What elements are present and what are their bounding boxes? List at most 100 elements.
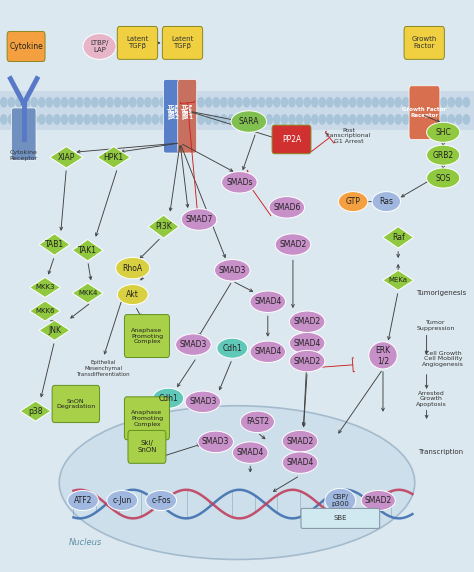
Circle shape (274, 115, 280, 124)
Ellipse shape (67, 490, 99, 510)
Ellipse shape (289, 350, 325, 372)
Polygon shape (20, 401, 51, 421)
Circle shape (289, 98, 295, 107)
Circle shape (296, 98, 302, 107)
Circle shape (357, 98, 363, 107)
Circle shape (198, 115, 204, 124)
Text: CBP/
p300: CBP/ p300 (331, 494, 349, 507)
Text: p38: p38 (28, 407, 43, 416)
Circle shape (69, 98, 75, 107)
Circle shape (236, 115, 242, 124)
Circle shape (402, 98, 409, 107)
Circle shape (130, 98, 136, 107)
Text: c-Jun: c-Jun (113, 496, 132, 505)
Circle shape (175, 98, 181, 107)
Circle shape (160, 115, 166, 124)
FancyBboxPatch shape (409, 86, 440, 140)
Circle shape (38, 98, 45, 107)
Circle shape (380, 115, 386, 124)
Polygon shape (383, 227, 413, 248)
Circle shape (410, 98, 416, 107)
Circle shape (160, 98, 166, 107)
Circle shape (433, 115, 439, 124)
Ellipse shape (427, 145, 460, 165)
Circle shape (16, 115, 22, 124)
Text: SMAD4: SMAD4 (254, 347, 282, 356)
Circle shape (441, 98, 447, 107)
Ellipse shape (198, 431, 233, 452)
Text: PP2A: PP2A (282, 135, 301, 144)
FancyBboxPatch shape (52, 386, 100, 423)
Circle shape (418, 115, 424, 124)
Circle shape (183, 115, 189, 124)
Circle shape (380, 98, 386, 107)
Circle shape (228, 115, 234, 124)
Circle shape (349, 115, 356, 124)
Polygon shape (50, 146, 83, 168)
Text: Ski/
SnON: Ski/ SnON (137, 440, 157, 454)
Circle shape (387, 98, 393, 107)
Circle shape (107, 115, 113, 124)
FancyBboxPatch shape (11, 108, 36, 160)
Circle shape (191, 115, 196, 124)
Ellipse shape (269, 197, 304, 218)
Text: SMAD2: SMAD2 (365, 496, 392, 505)
Text: Growth Factor
Receptor: Growth Factor Receptor (402, 107, 446, 118)
Circle shape (99, 98, 106, 107)
Circle shape (8, 115, 14, 124)
Circle shape (54, 115, 60, 124)
Circle shape (433, 98, 439, 107)
Ellipse shape (117, 285, 148, 304)
Text: Anaphase
Promoting
Complex: Anaphase Promoting Complex (131, 410, 163, 427)
Text: Ras: Ras (379, 197, 393, 206)
Circle shape (244, 115, 250, 124)
Ellipse shape (289, 332, 325, 354)
Circle shape (84, 98, 90, 107)
Ellipse shape (116, 257, 150, 279)
Circle shape (365, 115, 371, 124)
Text: SMAD4: SMAD4 (237, 448, 264, 457)
Text: Raf: Raf (392, 233, 404, 242)
Circle shape (327, 115, 333, 124)
Circle shape (259, 98, 264, 107)
Circle shape (31, 115, 37, 124)
Circle shape (342, 98, 348, 107)
Circle shape (228, 98, 234, 107)
Circle shape (387, 115, 393, 124)
Circle shape (266, 98, 272, 107)
FancyBboxPatch shape (162, 26, 202, 59)
Circle shape (1, 98, 7, 107)
Polygon shape (72, 283, 103, 303)
Ellipse shape (372, 192, 401, 212)
Circle shape (373, 115, 378, 124)
Text: TGF
βR1: TGF βR1 (182, 105, 193, 116)
FancyBboxPatch shape (0, 91, 474, 130)
Polygon shape (39, 234, 70, 255)
Text: TGF
βR1: TGF βR1 (181, 109, 193, 120)
Text: XIAP: XIAP (58, 153, 75, 162)
Text: Akt: Akt (126, 290, 139, 299)
Text: SMADs: SMADs (226, 178, 253, 187)
Text: SMAD3: SMAD3 (219, 266, 246, 275)
Ellipse shape (232, 442, 268, 463)
Text: SBE: SBE (334, 515, 347, 521)
Circle shape (145, 98, 151, 107)
Text: SHC: SHC (435, 128, 451, 137)
Circle shape (91, 98, 98, 107)
Circle shape (311, 115, 318, 124)
Text: SMAD2: SMAD2 (293, 317, 321, 326)
Circle shape (153, 98, 158, 107)
Circle shape (23, 115, 29, 124)
Circle shape (76, 98, 83, 107)
Ellipse shape (240, 411, 274, 432)
Text: Epithelial
Mesenchymal
Transdifferentiation: Epithelial Mesenchymal Transdifferentiat… (76, 360, 130, 376)
Text: MKK6: MKK6 (35, 308, 55, 314)
Ellipse shape (325, 488, 356, 513)
Circle shape (463, 115, 469, 124)
Circle shape (319, 98, 326, 107)
Circle shape (448, 98, 454, 107)
Circle shape (296, 115, 302, 124)
Text: SOS: SOS (436, 173, 451, 182)
Text: Cytokine: Cytokine (9, 42, 43, 51)
Circle shape (183, 98, 189, 107)
